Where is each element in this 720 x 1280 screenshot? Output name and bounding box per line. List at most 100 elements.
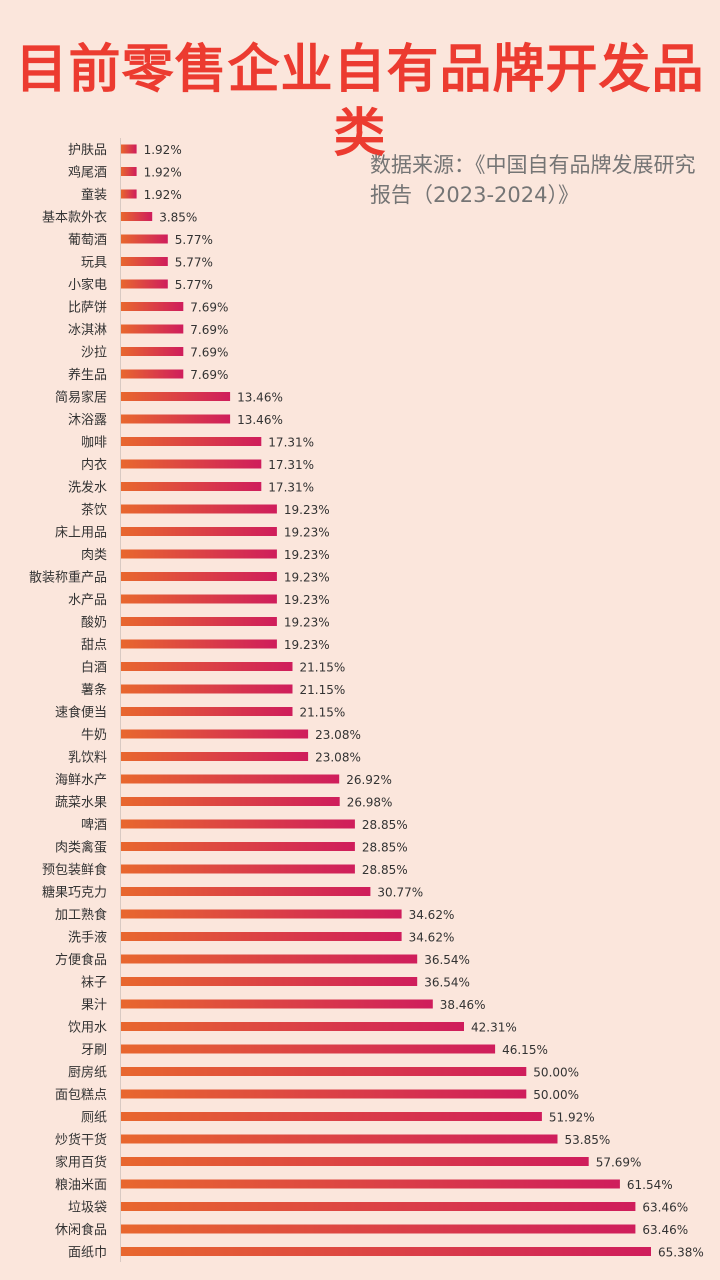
bar — [121, 369, 184, 379]
category-label: 牙刷 — [81, 1043, 107, 1058]
bar — [121, 887, 371, 896]
category-label: 洗手液 — [68, 931, 107, 946]
category-label: 酸奶 — [81, 616, 107, 631]
value-label: 26.98% — [347, 796, 393, 810]
value-label: 19.23% — [284, 571, 330, 585]
category-label: 咖啡 — [81, 436, 107, 451]
value-label: 7.69% — [190, 368, 228, 382]
bar — [121, 617, 277, 626]
category-label: 内衣 — [81, 457, 107, 473]
category-label: 散装称重产品 — [29, 570, 107, 586]
category-label: 粮油米面 — [55, 1178, 107, 1193]
category-label: 童装 — [81, 187, 107, 203]
category-label: 加工熟食 — [55, 907, 107, 923]
category-label: 洗发水 — [68, 480, 107, 496]
bar — [121, 639, 277, 649]
category-label: 养生品 — [68, 367, 107, 383]
value-label: 19.23% — [284, 593, 330, 607]
bar — [121, 527, 277, 536]
category-label: 休闲食品 — [55, 1222, 107, 1238]
value-label: 13.46% — [237, 413, 283, 427]
value-label: 28.85% — [362, 863, 408, 877]
value-label: 34.62% — [409, 908, 455, 922]
value-label: 1.92% — [144, 166, 182, 180]
category-label: 牛奶 — [81, 728, 107, 743]
value-label: 61.54% — [627, 1178, 673, 1192]
bar — [121, 954, 418, 964]
value-label: 17.31% — [268, 436, 314, 450]
category-label: 玩具 — [81, 256, 107, 271]
bar — [121, 1089, 527, 1099]
value-label: 21.15% — [300, 661, 346, 675]
bar — [121, 797, 340, 806]
category-label: 小家电 — [68, 277, 107, 293]
value-label: 42.31% — [471, 1021, 517, 1035]
bar — [121, 684, 293, 694]
chart-title: 目前零售企业自有品牌开发品类 — [15, 40, 705, 164]
value-label: 34.62% — [409, 931, 455, 945]
value-label: 46.15% — [502, 1043, 548, 1057]
value-label: 5.77% — [175, 278, 213, 292]
value-label: 21.15% — [300, 706, 346, 720]
bar — [121, 1112, 542, 1121]
value-label: 3.85% — [159, 211, 197, 225]
bar — [121, 347, 184, 356]
category-label: 方便食品 — [55, 952, 107, 968]
category-label: 炒货干货 — [55, 1132, 107, 1148]
value-label: 19.23% — [284, 526, 330, 540]
bar — [121, 662, 293, 671]
value-label: 1.92% — [144, 188, 182, 202]
category-label: 袜子 — [81, 976, 107, 991]
value-label: 7.69% — [190, 301, 228, 315]
value-label: 5.77% — [175, 233, 213, 247]
value-label: 28.85% — [362, 841, 408, 855]
value-label: 63.46% — [642, 1201, 688, 1215]
category-label: 果汁 — [81, 998, 107, 1013]
category-label: 护肤品 — [68, 143, 107, 158]
bar — [121, 324, 184, 334]
category-label: 速食便当 — [55, 705, 107, 721]
value-label: 53.85% — [565, 1133, 611, 1147]
category-label: 简易家居 — [55, 390, 107, 406]
category-label: 茶饮 — [81, 502, 107, 518]
category-label: 海鲜水产 — [55, 773, 107, 788]
category-label: 蔬菜水果 — [55, 796, 107, 811]
category-label: 乳饮料 — [68, 751, 107, 766]
bar — [121, 1224, 636, 1234]
bar — [121, 1067, 527, 1076]
category-label: 厨房纸 — [68, 1065, 107, 1081]
category-label: 薯条 — [81, 682, 107, 698]
bar — [121, 774, 340, 784]
category-label: 啤酒 — [81, 818, 107, 833]
bar — [121, 279, 168, 289]
value-label: 23.08% — [315, 751, 361, 765]
bar — [121, 302, 184, 311]
value-label: 17.31% — [268, 458, 314, 472]
bar — [121, 1247, 651, 1256]
bar — [121, 864, 355, 874]
value-label: 1.92% — [144, 143, 182, 157]
value-label: 50.00% — [533, 1066, 579, 1080]
value-label: 36.54% — [424, 976, 470, 990]
value-label: 51.92% — [549, 1111, 595, 1125]
value-label: 13.46% — [237, 391, 283, 405]
bar — [121, 729, 309, 739]
category-label: 鸡尾酒 — [68, 165, 107, 181]
value-label: 28.85% — [362, 818, 408, 832]
bar — [121, 752, 309, 761]
category-label: 沐浴露 — [68, 413, 107, 428]
value-label: 38.46% — [440, 998, 486, 1012]
value-label: 57.69% — [596, 1156, 642, 1170]
bar — [121, 212, 153, 221]
value-label: 17.31% — [268, 481, 314, 495]
category-label: 葡萄酒 — [68, 233, 107, 248]
value-label: 50.00% — [533, 1088, 579, 1102]
value-label: 63.46% — [642, 1223, 688, 1237]
category-label: 家用百货 — [55, 1155, 107, 1171]
bar — [121, 437, 262, 446]
category-label: 厕纸 — [81, 1111, 107, 1126]
value-label: 19.23% — [284, 503, 330, 517]
category-label: 面包糕点 — [55, 1088, 107, 1103]
value-label: 7.69% — [190, 346, 228, 360]
value-label: 19.23% — [284, 548, 330, 562]
